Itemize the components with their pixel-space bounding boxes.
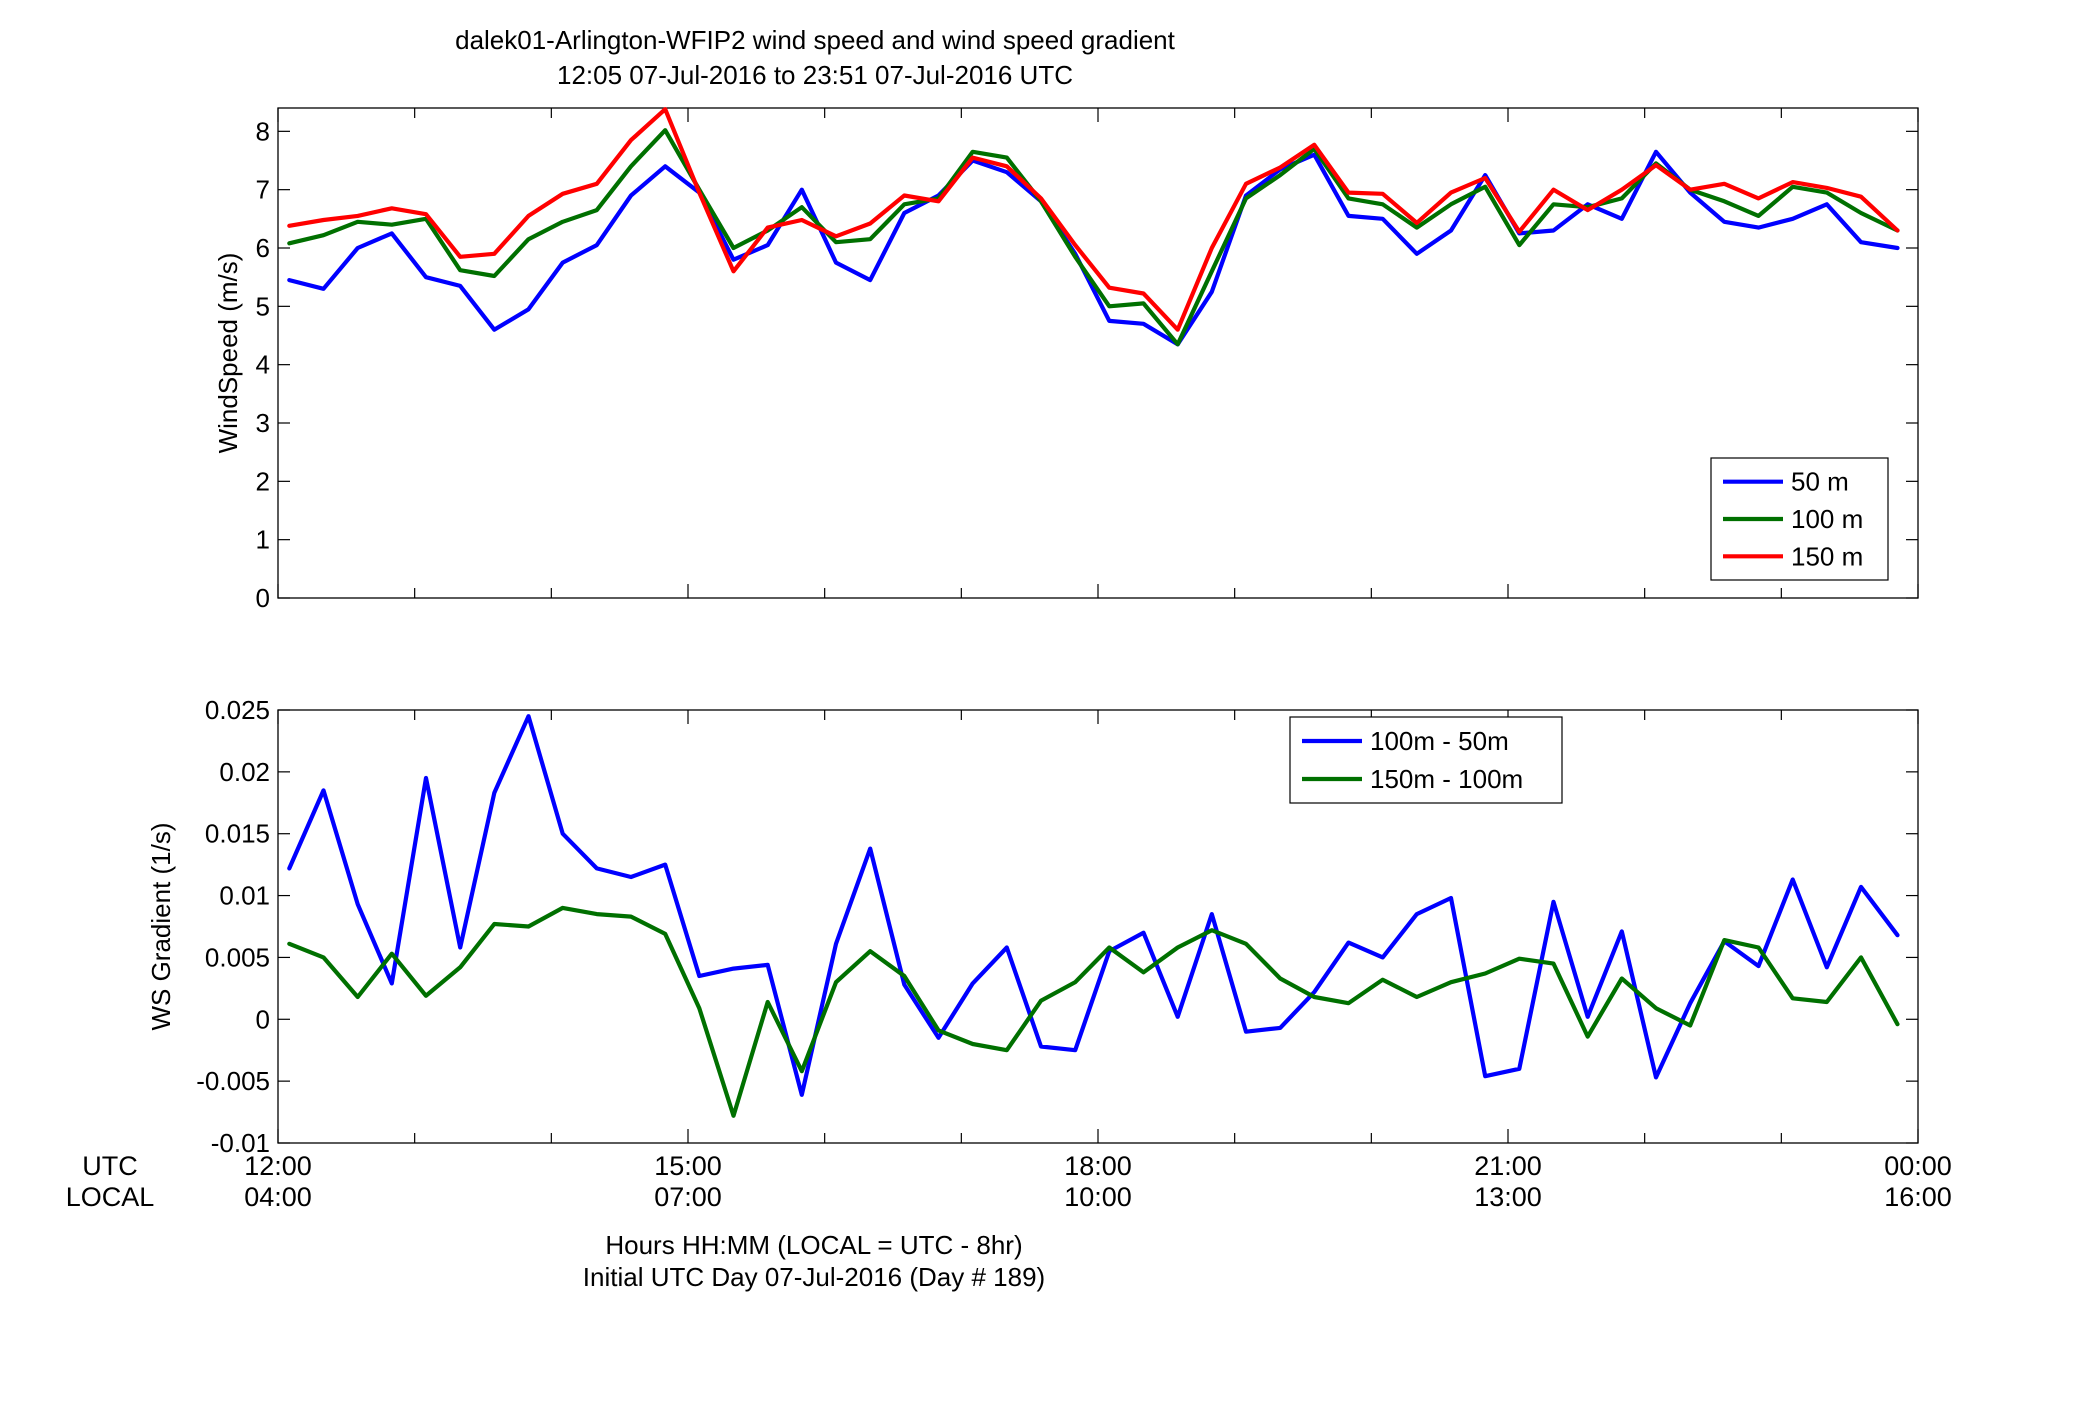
x-tick-label-utc: 12:00 (244, 1151, 312, 1181)
y-tick-label: -0.005 (196, 1066, 270, 1096)
y-tick-label: 0 (256, 583, 270, 613)
figure-title-line2: 12:05 07-Jul-2016 to 23:51 07-Jul-2016 U… (557, 60, 1073, 90)
legend-label: 100 m (1791, 504, 1863, 534)
local-row-label: LOCAL (66, 1182, 155, 1212)
x-tick-label-utc: 18:00 (1064, 1151, 1132, 1181)
y-tick-label: 8 (256, 116, 270, 146)
gradient-panel: -0.01 -0.005 0 0.005 0.01 0.015 0.02 0.025 12:00… (146, 695, 1952, 1212)
legend-label: 50 m (1791, 467, 1849, 497)
y-tick-label: 0.025 (205, 695, 270, 725)
legend-label: 150m - 100m (1370, 764, 1523, 794)
x-tick-label-utc: 15:00 (654, 1151, 722, 1181)
y-tick-label: 6 (256, 233, 270, 263)
x-tick-label-local: 16:00 (1884, 1182, 1952, 1212)
legend-label: 100m - 50m (1370, 726, 1509, 756)
plot-area (277, 709, 1919, 1144)
series-line-150-m (287, 107, 1900, 332)
windspeed-panel: 0 1 2 3 4 5 6 7 8 WindSpeed (m/s) 50 m 100 m 150 m (213, 107, 1919, 613)
x-axis-label-line1: Hours HH:MM (LOCAL = UTC - 8hr) (605, 1230, 1022, 1260)
y-tick-label: 0.015 (205, 819, 270, 849)
x-tick-label-local: 07:00 (654, 1182, 722, 1212)
y-axis-label: WindSpeed (m/s) (213, 253, 243, 454)
y-tick-label: -0.01 (211, 1128, 270, 1158)
x-tick-label-local: 10:00 (1064, 1182, 1132, 1212)
utc-row-label: UTC (82, 1151, 138, 1181)
y-tick-label: 3 (256, 408, 270, 438)
x-axis-label-line2: Initial UTC Day 07-Jul-2016 (Day # 189) (583, 1262, 1045, 1292)
series-line-50-m (287, 149, 1900, 347)
y-tick-label: 7 (256, 175, 270, 205)
y-tick-label: 0.005 (205, 942, 270, 972)
legend-label: 150 m (1791, 541, 1863, 571)
x-tick-label-utc: 21:00 (1474, 1151, 1542, 1181)
x-tick-label-local: 13:00 (1474, 1182, 1542, 1212)
series-line-100-m (287, 128, 1900, 347)
y-axis-label: WS Gradient (1/s) (146, 822, 176, 1030)
y-tick-label: 4 (256, 350, 270, 380)
y-tick-label: 5 (256, 291, 270, 321)
y-tick-label: 0.02 (219, 757, 270, 787)
y-tick-label: 0 (256, 1004, 270, 1034)
y-tick-label: 1 (256, 525, 270, 555)
x-tick-label-utc: 00:00 (1884, 1151, 1952, 1181)
figure-title-line1: dalek01-Arlington-WFIP2 wind speed and w… (455, 25, 1176, 55)
x-tick-label-local: 04:00 (244, 1182, 312, 1212)
y-tick-label: 2 (256, 466, 270, 496)
y-tick-label: 0.01 (219, 881, 270, 911)
series-line-150m-100m (287, 905, 1900, 1118)
legend-box (1289, 716, 1563, 804)
plot-area (277, 107, 1919, 599)
series-line-100m-50m (287, 714, 1900, 1097)
